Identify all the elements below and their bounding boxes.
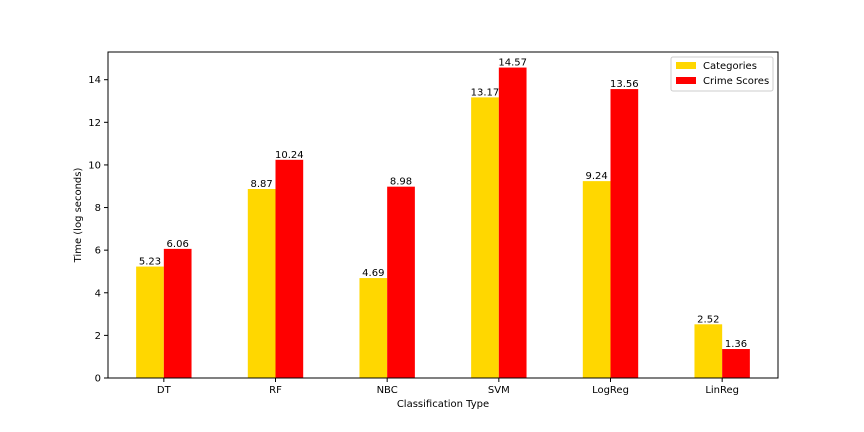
- x-tick-label: SVM: [488, 385, 510, 396]
- data-label: 13.56: [610, 79, 639, 90]
- bar-linreg-series-1: [694, 324, 723, 378]
- y-tick-label: 0: [95, 374, 101, 385]
- x-axis: DT RF NBC SVM LogReg LinReg: [157, 378, 739, 396]
- bar-rf-series-1: [247, 189, 276, 378]
- data-label: 10.24: [275, 150, 304, 161]
- data-label: 2.52: [697, 314, 719, 325]
- bar-svm-series-2: [498, 67, 527, 378]
- data-label: 6.06: [167, 239, 189, 250]
- data-label: 5.23: [139, 257, 161, 268]
- bar-logreg-series-2: [610, 89, 639, 378]
- y-tick-label: 14: [88, 75, 101, 86]
- x-tick-label: NBC: [377, 385, 398, 396]
- data-label: 9.24: [586, 171, 608, 182]
- plot-area-frame: [107, 51, 779, 379]
- data-label: 14.57: [498, 58, 527, 69]
- legend-box: [670, 56, 774, 92]
- y-axis-label: Time (log seconds): [73, 168, 84, 264]
- y-tick-label: 6: [95, 246, 101, 257]
- bar-linreg-series-2: [722, 349, 750, 378]
- bar-svm-series-1: [471, 97, 499, 379]
- y-axis: 0 2 4 6 8 10 12 14: [88, 75, 108, 385]
- data-labels-layer: 5.23 6.06 8.87 10.24 4.69 8.98 13.17 14.57 9.24 1…: [139, 58, 747, 350]
- data-label: 13.17: [471, 87, 500, 98]
- data-label: 8.98: [390, 177, 412, 188]
- bar-logreg-series-1: [582, 181, 611, 378]
- legend-swatch: [676, 62, 696, 69]
- legend-entry: Categories: [703, 61, 757, 72]
- x-tick-label: LogReg: [592, 385, 629, 396]
- bar-dt-series-2: [163, 248, 192, 378]
- data-label: 8.87: [251, 179, 273, 190]
- y-tick-label: 12: [88, 118, 101, 129]
- legend: Categories Crime Scores: [670, 56, 774, 92]
- x-axis-label: Classification Type: [397, 399, 489, 410]
- data-label: 4.69: [362, 268, 384, 279]
- bar-nbc-series-1: [359, 278, 388, 378]
- legend-swatch: [676, 77, 696, 84]
- legend-entry: Crime Scores: [703, 76, 769, 87]
- bar-nbc-series-2: [387, 186, 415, 378]
- y-tick-label: 8: [95, 203, 101, 214]
- bars-layer: [136, 67, 750, 379]
- y-tick-label: 2: [95, 331, 101, 342]
- y-tick-label: 4: [95, 288, 101, 299]
- bar-dt-series-1: [136, 266, 164, 378]
- bar-rf-series-2: [275, 159, 304, 378]
- x-tick-label: DT: [157, 385, 172, 396]
- x-tick-label: RF: [269, 385, 282, 396]
- data-label: 1.36: [725, 339, 747, 350]
- y-tick-label: 10: [88, 160, 101, 171]
- x-tick-label: LinReg: [705, 385, 739, 396]
